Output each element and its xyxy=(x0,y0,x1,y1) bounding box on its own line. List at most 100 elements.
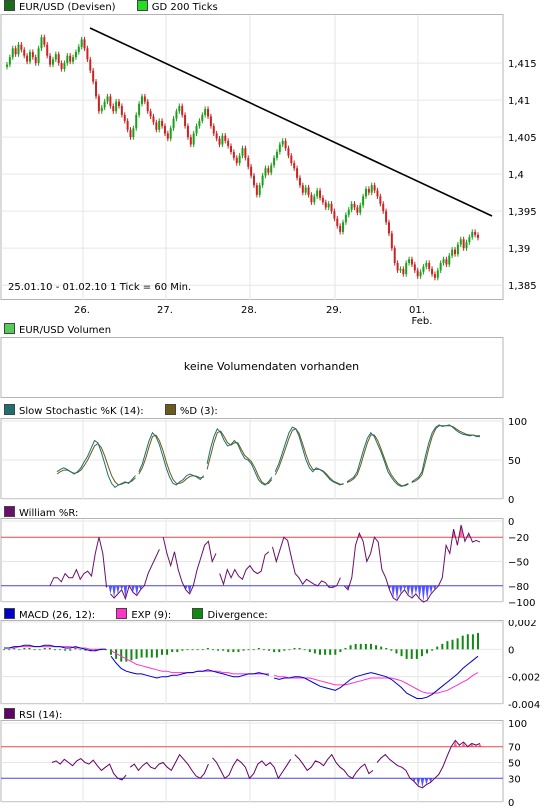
divergence-bar xyxy=(395,649,398,654)
rsi-chart[interactable]: 100 70 50 30 0 xyxy=(0,720,545,811)
legend-item-divergence: Divergence: xyxy=(192,608,268,623)
candle-body xyxy=(252,175,255,186)
legend-label: EXP (9): xyxy=(131,610,172,621)
rsi-line xyxy=(294,753,374,779)
price-chart[interactable]: 1,385 1,39 1,395 1,4 1,405 1,41 1,415 25.01.10 … xyxy=(0,14,545,326)
divergence-bar xyxy=(308,649,311,653)
divergence-bar xyxy=(125,649,128,662)
divergence-bar xyxy=(145,649,148,658)
divergence-bar xyxy=(33,649,36,651)
candle-body xyxy=(230,146,233,152)
candle-body xyxy=(273,157,276,166)
candle-body xyxy=(20,44,23,50)
divergence-bar xyxy=(451,639,454,650)
candle-body xyxy=(46,44,49,56)
william-line xyxy=(343,524,481,603)
divergence-bar xyxy=(380,646,383,650)
william-swatch xyxy=(4,506,15,517)
candle-body xyxy=(471,231,474,238)
legend-label: GD 200 Ticks xyxy=(151,2,218,13)
candle-body xyxy=(408,259,411,263)
candle-body xyxy=(344,214,347,223)
candle-body xyxy=(350,203,353,210)
rsi-line xyxy=(376,739,481,789)
divergence-bar xyxy=(344,647,347,650)
divergence-bar xyxy=(94,649,97,651)
divergence-bar xyxy=(79,649,82,651)
stochastic-chart[interactable]: 0 50 100 xyxy=(0,418,545,504)
candle-body xyxy=(123,114,126,121)
divergence-bar xyxy=(441,643,444,650)
divergence-bar xyxy=(420,649,423,657)
candle-body xyxy=(146,101,149,112)
divergence-bar xyxy=(217,649,220,651)
candle-body xyxy=(275,151,278,158)
oversold-fill xyxy=(104,585,437,602)
candle-body xyxy=(138,103,141,115)
candle-body xyxy=(339,225,342,232)
candle-body xyxy=(379,196,382,204)
oversold-fill xyxy=(120,778,433,788)
divergence-bar xyxy=(354,643,357,650)
divergence-bar xyxy=(89,649,92,651)
divergence-bar xyxy=(329,649,332,655)
divergence-bar xyxy=(375,645,378,650)
stoch-k-line xyxy=(274,426,344,486)
divergence-bar xyxy=(38,649,41,651)
william-line xyxy=(219,551,270,586)
william-line xyxy=(272,536,341,588)
divergence-bar xyxy=(155,649,158,658)
candle-body xyxy=(209,116,212,127)
candle-body xyxy=(49,55,52,65)
rsi-line xyxy=(51,757,127,781)
divergence-bar xyxy=(293,647,296,650)
candle-body xyxy=(419,271,422,277)
main-legend: EUR/USD (Devisen) GD 200 Ticks xyxy=(4,0,236,14)
divergence-bar xyxy=(48,647,51,650)
candle-body xyxy=(342,222,345,232)
divergence-bar xyxy=(410,649,413,659)
candle-body xyxy=(95,81,98,97)
candle-body xyxy=(422,266,425,272)
candle-body xyxy=(468,237,471,243)
candle-body xyxy=(11,48,14,58)
divergence-bar xyxy=(390,649,393,651)
candle-body xyxy=(140,96,143,104)
y-tick-label: 0 xyxy=(508,518,514,528)
divergence-bar xyxy=(278,649,281,653)
divergence-bar xyxy=(431,649,434,651)
william-chart[interactable]: 0 −20 −50 −80 −100 xyxy=(0,518,545,608)
candle-body xyxy=(118,101,121,107)
x-tick-label: 27. xyxy=(157,305,173,316)
candle-body xyxy=(250,166,253,176)
candle-body xyxy=(221,135,224,145)
legend-item-rsi: RSI (14): xyxy=(4,708,62,723)
candle-body xyxy=(459,239,462,245)
candle-body xyxy=(63,63,66,70)
plot-frame xyxy=(0,337,504,398)
macd-chart[interactable]: 0,002 0 -0,002 -0,004 xyxy=(0,620,545,708)
candle-body xyxy=(474,231,477,235)
candle-body xyxy=(298,177,301,186)
candle-body xyxy=(410,259,413,265)
candle-body xyxy=(327,203,330,208)
candle-body xyxy=(387,222,390,234)
candle-body xyxy=(97,96,100,112)
candle-body xyxy=(89,59,92,71)
divergence-bar xyxy=(334,649,337,655)
candle-body xyxy=(172,118,175,129)
candle-body xyxy=(227,140,230,147)
legend-label: Slow Stochastic %K (14): xyxy=(19,406,144,417)
william-line xyxy=(110,549,160,601)
divergence-bar xyxy=(471,634,474,650)
divergence-bar xyxy=(364,643,367,650)
legend-label: %D (3): xyxy=(179,406,218,417)
candle-body xyxy=(126,120,129,130)
y-tick-label: 1,41 xyxy=(508,96,530,107)
candle-body xyxy=(462,239,465,249)
legend-label: William %R: xyxy=(19,508,79,519)
candle-body xyxy=(238,155,241,164)
divergence-bar xyxy=(446,641,449,650)
candle-body xyxy=(390,233,393,249)
rsi-line xyxy=(212,757,292,780)
